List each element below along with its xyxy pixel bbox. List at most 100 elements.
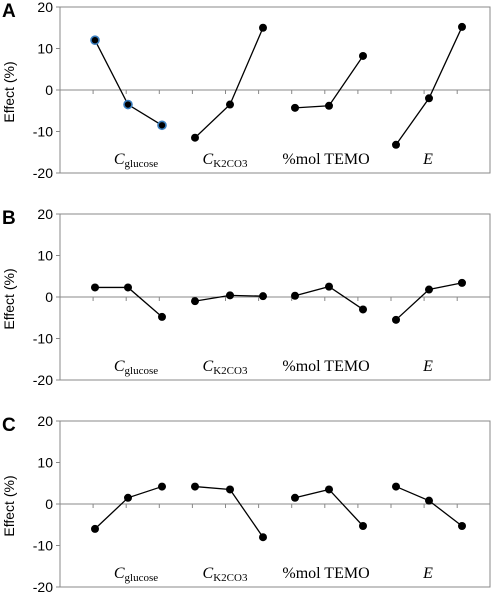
y-tick-label: -10 [33,538,53,554]
series-group-1: Cglucose [91,283,166,377]
data-point [458,22,466,31]
category-label: %mol TEMO [282,151,369,168]
data-point [124,283,132,292]
y-tick-label: 0 [45,496,53,512]
data-point [392,140,400,149]
data-point [458,278,466,287]
y-tick-label: -10 [33,124,53,140]
data-point [123,99,133,110]
y-tick-label: 10 [37,41,53,57]
y-axis-label: Effect (%) [1,268,17,329]
data-point [425,94,433,103]
y-tick-label: -10 [33,331,53,347]
series-line [95,286,163,318]
data-point [226,100,234,109]
category-label-main: E [422,358,433,375]
data-point [158,312,166,321]
category-label: Cglucose [114,358,158,377]
data-point [191,133,199,142]
category-label: E [422,151,433,168]
data-point [325,282,333,291]
series-group-2: CK2CO3 [191,23,267,170]
category-label: E [422,565,433,582]
data-point [392,315,400,324]
series-group-1: Cglucose [90,35,167,170]
data-point [291,493,299,502]
data-point [226,291,234,300]
data-point [425,496,433,505]
category-label-main: C [203,358,214,375]
series-group-3: %mol TEMO [282,51,370,168]
data-point [392,482,400,491]
data-point [325,101,333,110]
category-label-main: E [422,565,433,582]
y-axis-label: Effect (%) [1,61,17,122]
category-label: CK2CO3 [203,151,248,170]
data-point [359,51,367,60]
category-label-subscript: K2CO3 [213,572,248,584]
category-label: Cglucose [114,565,158,584]
data-point [158,482,166,491]
category-label-main: C [114,565,125,582]
series-group-4: E [392,482,466,582]
data-point [359,305,367,314]
data-point [90,35,100,46]
data-point [291,103,299,112]
data-point [191,297,199,306]
category-label: Cglucose [114,151,158,170]
data-point [124,493,132,502]
data-point [259,292,267,301]
data-point [191,482,199,491]
data-point [259,533,267,542]
series-line [194,27,264,139]
y-tick-label: 20 [37,413,53,429]
y-tick-label: -20 [33,579,53,595]
panel-label: A [2,1,16,22]
data-point [458,521,466,530]
category-label-main: %mol TEMO [282,565,369,582]
category-label-subscript: K2CO3 [213,365,248,377]
series-group-1: Cglucose [91,482,166,584]
data-point [325,485,333,494]
series-line [395,485,463,527]
category-label: %mol TEMO [282,565,369,582]
y-tick-label: -20 [33,165,53,181]
category-label-subscript: glucose [125,365,159,377]
series-line [194,485,264,538]
series-group-3: %mol TEMO [282,485,370,582]
data-point [291,291,299,300]
y-axis-label: Effect (%) [1,475,17,536]
data-point [157,120,167,131]
panel-label: B [2,208,16,229]
panel-A: A 20 10 0 -10 -20 Effect (%) Cglucose CK2CO3 %mol… [1,0,491,181]
series-line [294,488,364,527]
category-label-main: C [114,358,125,375]
series-line [395,26,463,146]
series-line [94,485,163,530]
series-line [94,39,163,126]
data-point [91,283,99,292]
y-tick-label: 10 [37,248,53,264]
category-label-main: C [203,565,214,582]
y-tick-label: 20 [37,0,53,15]
data-point [91,524,99,533]
data-point [259,23,267,32]
category-label-main: C [114,151,125,168]
panel-label: C [2,415,16,436]
category-label-main: %mol TEMO [282,151,369,168]
category-label-main: %mol TEMO [282,358,369,375]
series-group-3: %mol TEMO [282,282,370,375]
category-label-main: C [203,151,214,168]
series-group-2: CK2CO3 [191,291,267,377]
data-point [226,485,234,494]
category-label: CK2CO3 [203,565,248,584]
y-tick-label: 0 [45,82,53,98]
y-tick-label: 0 [45,289,53,305]
y-tick-label: -20 [33,372,53,388]
series-group-4: E [392,22,466,168]
series-group-2: CK2CO3 [191,482,267,584]
series-group-4: E [392,278,466,375]
